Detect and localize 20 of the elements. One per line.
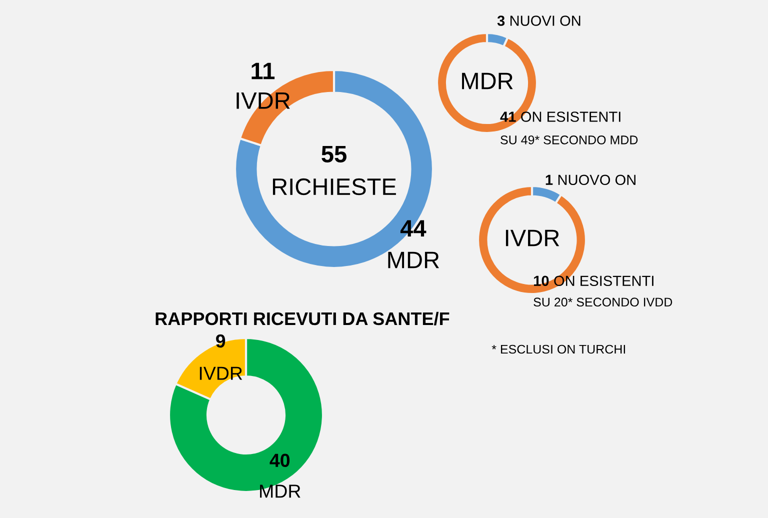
- slice-label: NUOVI ON: [510, 16, 580, 26]
- data-label: 3: [497, 16, 505, 26]
- slice-label: MDR: [388, 252, 439, 268]
- slice-label: IVDR: [236, 92, 290, 109]
- text: RICHIESTE: [272, 178, 396, 196]
- text: IVDR: [506, 230, 560, 246]
- data-label: 40: [270, 454, 290, 468]
- slice-label: IVDR: [200, 366, 242, 380]
- text: SU 20* SECONDO IVDD: [534, 298, 672, 307]
- data-label: 10: [534, 276, 549, 286]
- text: 55: [322, 146, 346, 162]
- chart-title: RAPPORTI RICEVUTI DA SANTE/F: [156, 312, 450, 326]
- data-label: 1: [546, 174, 553, 185]
- slice-label: NUOVO ON: [558, 174, 636, 186]
- slice-label: ON ESISTENTI: [521, 112, 620, 122]
- text: MDR: [462, 72, 513, 90]
- data-label: 11: [252, 62, 275, 80]
- text: * ESCLUSI ON TURCHI: [492, 344, 625, 354]
- slice-label: MDR: [260, 484, 300, 498]
- text: SU 49* SECONDO MDD: [500, 136, 638, 144]
